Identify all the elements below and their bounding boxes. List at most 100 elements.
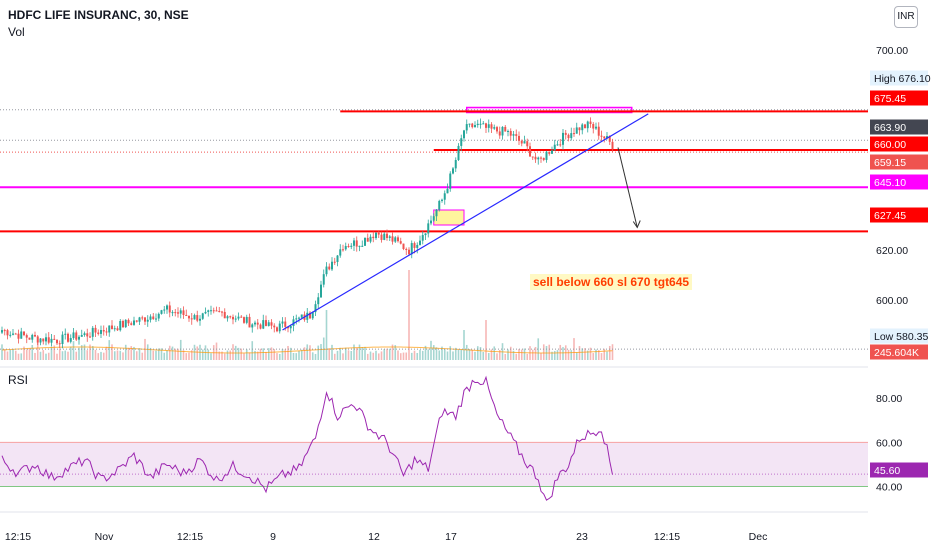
candle-body (551, 150, 553, 154)
volume-bar (20, 353, 23, 360)
candle-body (320, 284, 322, 298)
high-price-label-text: High 676.10 (874, 73, 931, 85)
volume-bar (141, 352, 144, 360)
candle-body (12, 333, 14, 335)
candle-body (487, 124, 490, 128)
volume-bar (487, 352, 490, 360)
candle-body (72, 332, 75, 339)
candle-body (449, 173, 452, 189)
candle-body (405, 248, 408, 250)
volume-bar (416, 352, 419, 360)
candle-body (287, 326, 289, 329)
breakout-zone-box (433, 209, 465, 226)
volume-bar (548, 344, 551, 360)
candle-body (289, 325, 292, 329)
candle-body (78, 336, 80, 340)
candle-body (397, 237, 399, 242)
candle-body (432, 216, 435, 221)
level-645-label-text: 645.10 (874, 177, 906, 189)
candle-body (355, 240, 358, 247)
volume-bar (276, 353, 278, 360)
candle-body (155, 318, 157, 320)
time-tick-label: Dec (749, 531, 768, 543)
candle-body (391, 236, 394, 242)
candle-body (460, 138, 463, 146)
volume-bar (421, 350, 424, 360)
volume-bar (182, 350, 185, 360)
volume-bar (94, 349, 97, 360)
candle-body (119, 320, 122, 331)
rsi-tick-label: 40.00 (876, 482, 902, 494)
candle-body (322, 274, 325, 285)
candle-body (86, 333, 89, 337)
candle-body (328, 266, 331, 270)
candle-body (1, 330, 3, 333)
candle-body (410, 243, 413, 255)
volume-value-label-bg (870, 344, 928, 360)
candle-body (91, 327, 94, 337)
candle-body (267, 322, 270, 326)
level-627-label-bg (870, 207, 928, 223)
volume-bar (135, 351, 138, 360)
volume-bar (218, 351, 221, 360)
candle-body (94, 327, 97, 333)
volume-bar (177, 348, 179, 360)
volume-bar (130, 346, 133, 360)
volume-bar (372, 352, 375, 360)
volume-bar (292, 353, 295, 360)
volume-bar (485, 320, 487, 360)
volume-bar (287, 345, 289, 360)
candle-body (331, 261, 333, 270)
candle-body (157, 313, 160, 319)
volume-bar (358, 344, 361, 360)
volume-bar (196, 346, 199, 360)
symbol-title: HDFC LIFE INSURANC, 30, NSE (8, 8, 189, 22)
candle-body (61, 334, 64, 344)
price-tick-label: 700.00 (876, 45, 908, 57)
volume-bar (12, 348, 14, 360)
volume-bar (36, 341, 39, 360)
candle-body (111, 325, 113, 329)
level-675-label: 675.45 (870, 90, 928, 106)
volume-bar (496, 353, 498, 360)
candle-body (138, 317, 141, 322)
candle-body (265, 320, 267, 326)
volume-bar (210, 353, 212, 360)
volume-bar (509, 346, 512, 360)
candle-body (556, 144, 559, 146)
volume-bar (375, 350, 377, 360)
volume-bar (270, 347, 273, 360)
candle-body (597, 126, 600, 136)
candle-body (229, 316, 232, 318)
volume-bar (113, 351, 116, 360)
candlestick-series (1, 117, 614, 349)
candle-body (358, 245, 361, 247)
candle-body (212, 310, 215, 312)
volume-bar (34, 352, 36, 360)
volume-bar (254, 350, 256, 360)
candle-body (144, 317, 146, 322)
volume-bar (468, 349, 471, 360)
candle-body (254, 322, 256, 325)
volume-bar (317, 345, 320, 360)
volume-ma-line (1, 346, 613, 354)
volume-bar (56, 353, 58, 360)
price-axis: 700.00 620.00 600.00 80.00 60.00 40.00 (876, 45, 908, 494)
candle-body (298, 317, 300, 319)
candle-body (306, 312, 309, 320)
volume-bar (589, 347, 592, 360)
candle-body (102, 330, 105, 332)
candle-body (193, 315, 196, 320)
volume-bar (265, 351, 267, 360)
volume-bar (78, 347, 80, 360)
candle-body (243, 317, 245, 323)
candle-body (223, 311, 226, 319)
volume-bar (584, 348, 586, 360)
volume-bar (567, 349, 570, 360)
currency-button[interactable]: INR (894, 6, 918, 28)
volume-bar (97, 353, 100, 360)
candle-body (245, 316, 248, 323)
candle-body (67, 333, 69, 342)
volume-bar (226, 350, 229, 360)
